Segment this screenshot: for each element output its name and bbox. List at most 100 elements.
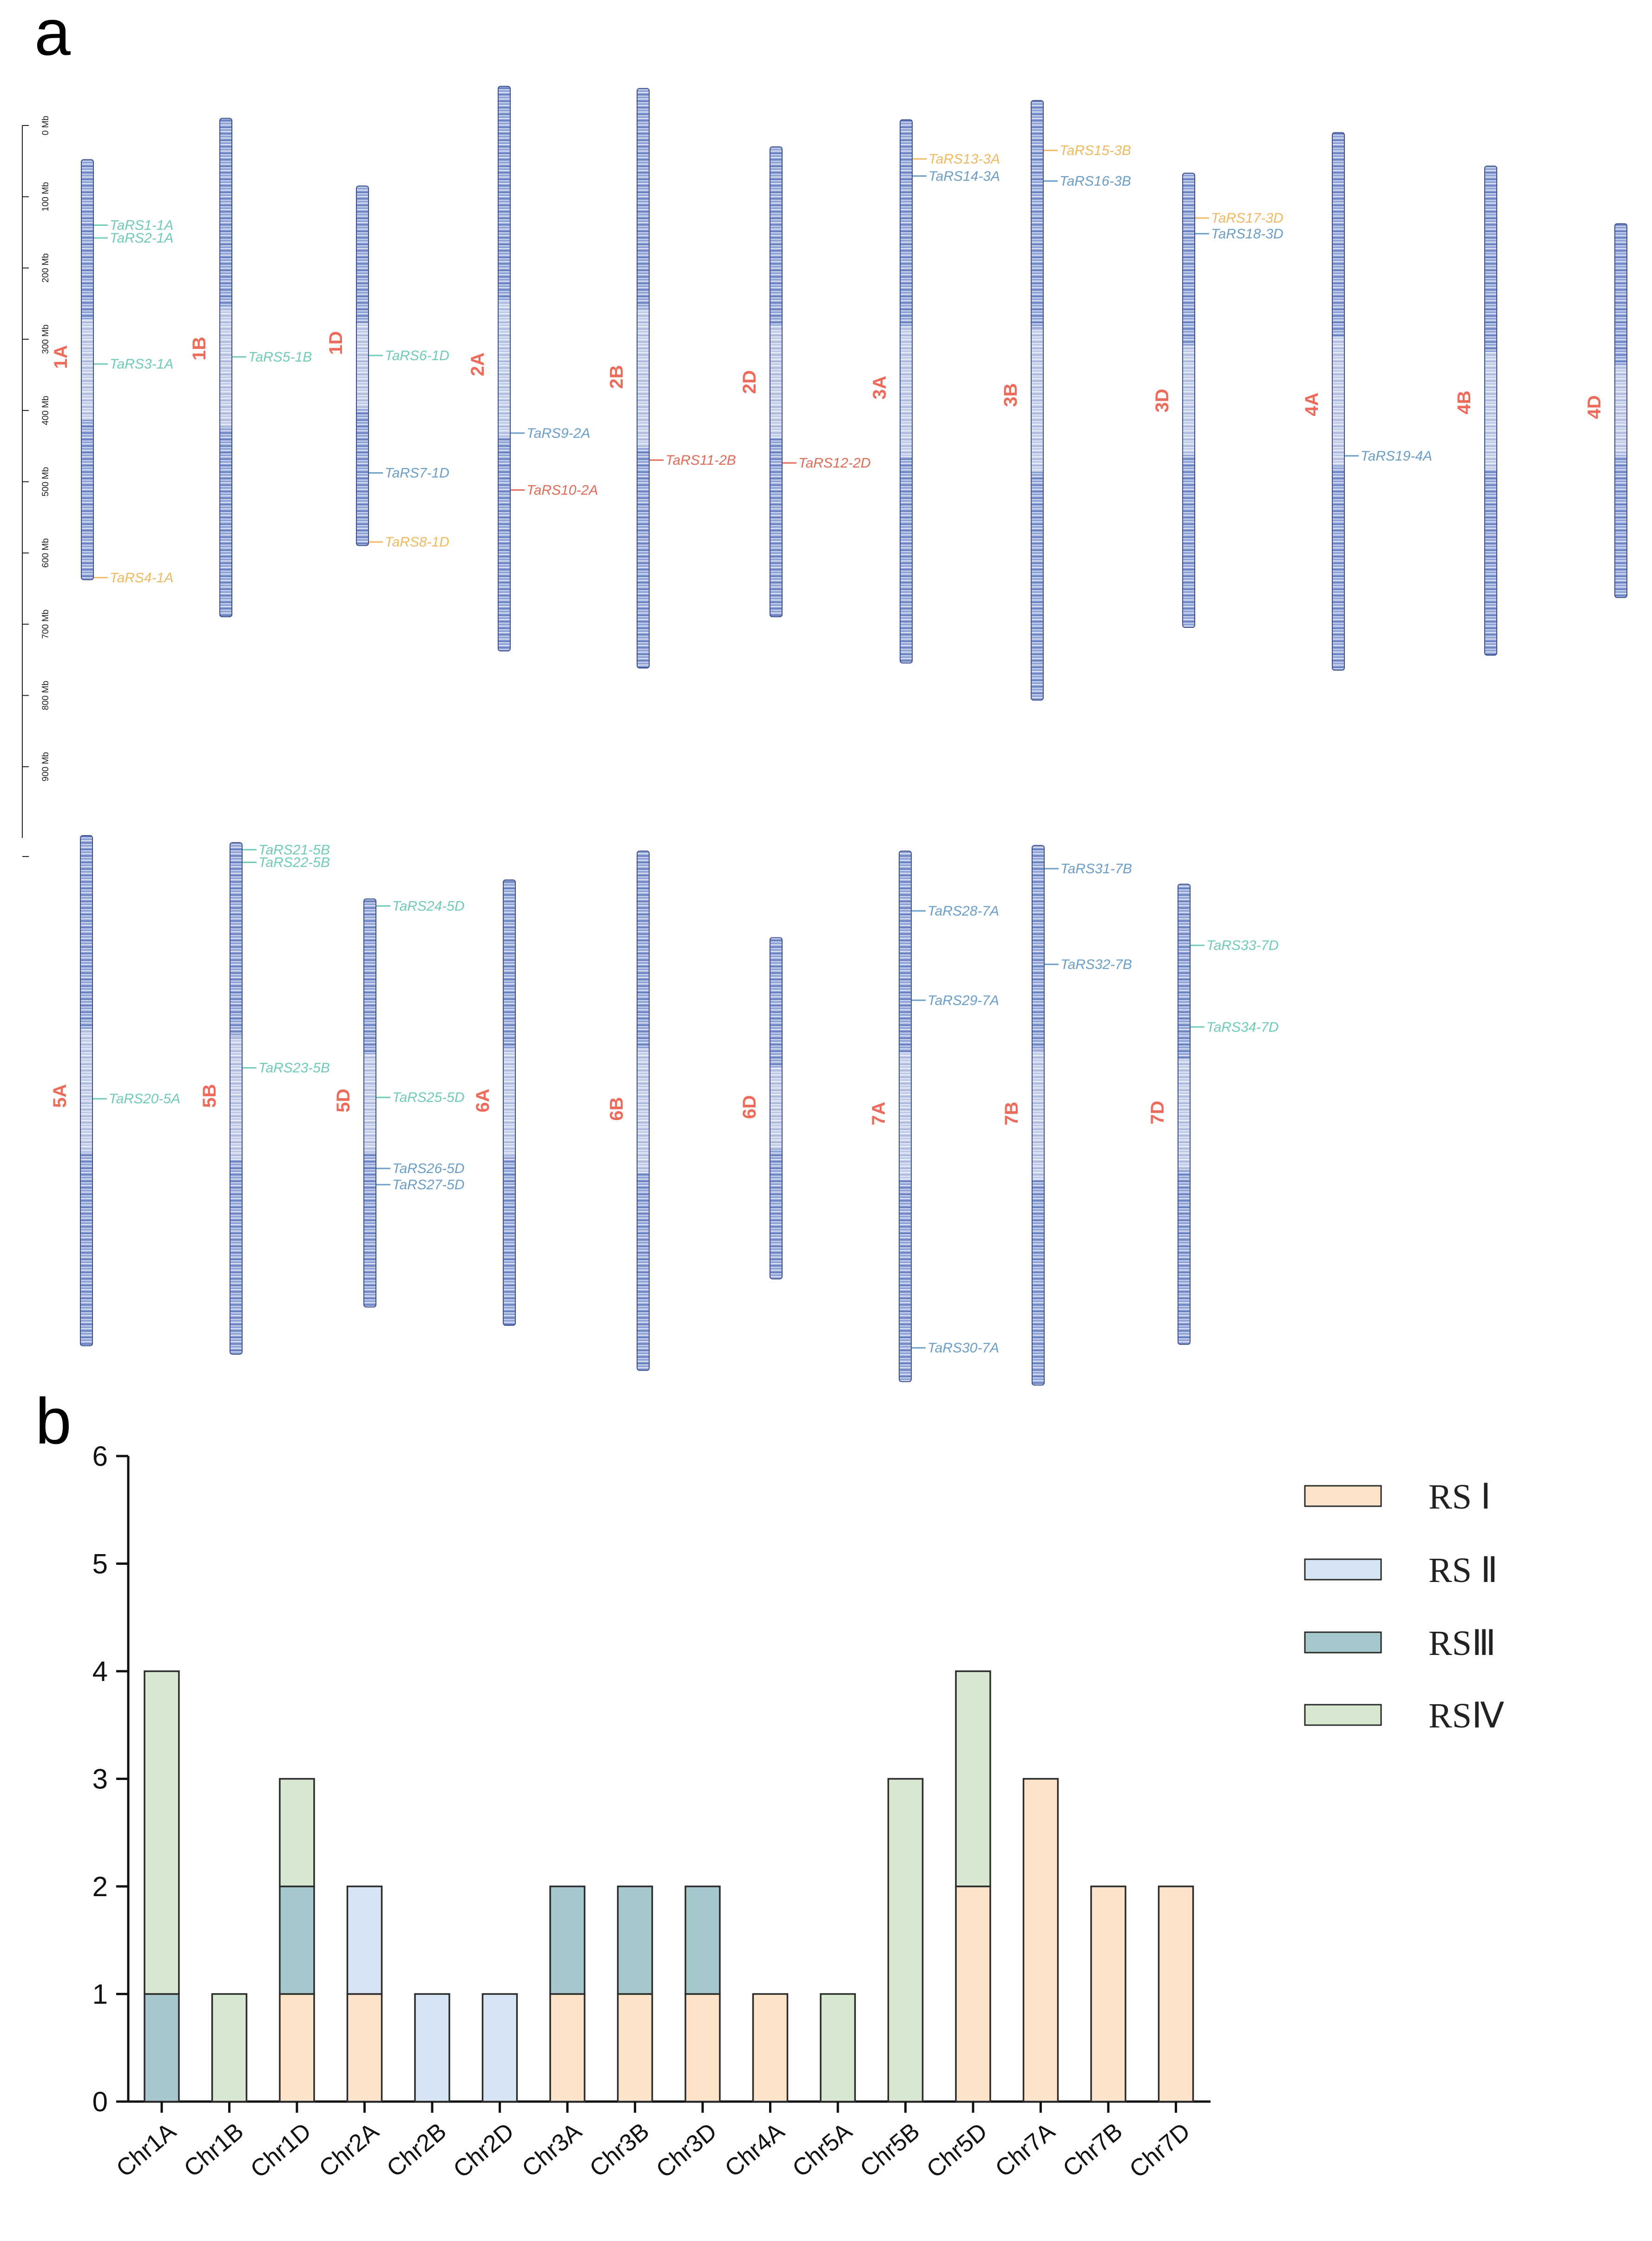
gene-label: TaRS16-3B — [1060, 173, 1131, 189]
scale-tick-label: 500 Mb — [41, 467, 51, 496]
chromosome-2D: 2D TaRS12-2D — [739, 146, 871, 618]
legend-label: RSⅢ — [1428, 1624, 1496, 1663]
chromosome-centre-region — [1183, 346, 1194, 455]
chromosome-name: 2D — [739, 370, 760, 394]
gene-label: TaRS24-5D — [392, 898, 465, 914]
chromosome-2A: 2A TaRS9-2A TaRS10-2A — [467, 86, 598, 652]
legend-label: RS Ⅰ — [1428, 1477, 1491, 1516]
chromosome-2B: 2B TaRS11-2B — [606, 88, 736, 669]
x-tick-label: Chr5A — [788, 2118, 857, 2182]
gene-label: TaRS14-3A — [928, 169, 1000, 184]
legend-swatch — [1304, 1631, 1382, 1654]
chromosome-name: 3B — [1000, 383, 1021, 407]
gene-label: TaRS6-1D — [385, 348, 449, 363]
chromosome-name: 2B — [606, 365, 627, 389]
chromosome-bar — [1332, 132, 1345, 671]
panel-b-label: b — [35, 1384, 72, 1457]
scale-tick-label: 800 Mb — [41, 681, 51, 710]
y-tick-label: 5 — [92, 1549, 108, 1580]
x-tick-label: Chr4A — [720, 2118, 790, 2182]
y-tick-label: 2 — [92, 1871, 108, 1902]
chromosome-name: 6A — [473, 1088, 493, 1112]
chromosome-name: 4B — [1454, 390, 1474, 414]
gene-label: TaRS19-4A — [1361, 448, 1432, 464]
chromosome-7D: 7D TaRS33-7D TaRS34-7D — [1147, 883, 1279, 1345]
legend: RS Ⅰ RS Ⅱ RSⅢ RSⅣ — [1304, 1477, 1504, 1735]
gene-label: TaRS18-3D — [1211, 226, 1283, 242]
chromosome-centre-region — [770, 1067, 782, 1149]
bar-segment — [1090, 1885, 1126, 2103]
chromosome-bar — [81, 159, 94, 580]
bar-segment — [481, 1993, 518, 2103]
chromosome-3B: 3B TaRS15-3B TaRS16-3B — [1000, 100, 1131, 701]
bar-segment — [1022, 1778, 1059, 2103]
chromosome-4A: 4A TaRS19-4A — [1302, 132, 1432, 671]
chromosome-3A: 3A TaRS13-3A TaRS14-3A — [869, 119, 1000, 664]
chromosome-name: 6D — [739, 1095, 760, 1119]
x-tick-label: Chr3A — [517, 2118, 587, 2182]
bar-segment — [414, 1993, 450, 2103]
chromosome-centre-region — [1485, 352, 1496, 469]
scale-tick-label: 0 Mb — [41, 116, 51, 135]
gene-label: TaRS25-5D — [392, 1090, 465, 1105]
bar-segment — [1158, 1885, 1194, 2103]
chromosome-5A: 5A TaRS20-5A — [50, 835, 180, 1346]
chromosome-centre-region — [220, 308, 231, 428]
bar-segment — [549, 1993, 586, 2103]
chromosome-centre-region — [638, 309, 649, 448]
chromosome-bar — [219, 118, 232, 618]
bar-segment — [955, 1670, 991, 1887]
chromosome-bar — [1031, 100, 1044, 701]
y-tick-label: 6 — [92, 1441, 108, 1472]
chromosome-bar — [899, 850, 912, 1382]
gene-label: TaRS10-2A — [527, 482, 598, 498]
chromosome-bar — [363, 898, 376, 1308]
gene-label: TaRS5-1B — [248, 349, 312, 365]
chromosome-name: 7B — [1001, 1101, 1022, 1125]
chromosome-name: 1A — [51, 345, 71, 369]
chromosome-bar — [356, 185, 369, 546]
y-tick-label: 4 — [92, 1656, 108, 1687]
gene-label: TaRS12-2D — [798, 455, 871, 471]
chromosome-6B: 6B — [606, 850, 650, 1371]
scale-tick-label: 700 Mb — [41, 609, 51, 639]
chromosome-4B: 4B — [1454, 165, 1497, 656]
scale-tick-label: 600 Mb — [41, 538, 51, 567]
legend-swatch — [1304, 1558, 1382, 1581]
scale-tick-label: 900 Mb — [41, 752, 51, 781]
gene-label: TaRS3-1A — [110, 356, 173, 372]
legend-swatch — [1304, 1485, 1382, 1507]
scale-tick-label: 100 Mb — [41, 182, 51, 211]
chromosome-4D: 4D — [1584, 223, 1627, 598]
chromosome-centre-region — [770, 325, 782, 438]
chromosome-1B: 1B TaRS5-1B — [189, 118, 312, 618]
x-tick-label: Chr2D — [448, 2118, 519, 2183]
x-tick-label: Chr5B — [855, 2118, 925, 2182]
gene-label: TaRS27-5D — [392, 1177, 465, 1193]
chromosome-centre-region — [499, 301, 510, 436]
bar-segment — [820, 1993, 856, 2103]
panel-b-bar-chart: 0123456Chr1AChr1BChr1DChr2AChr2BChr2DChr… — [92, 1441, 1211, 2183]
x-tick-label: Chr1B — [179, 2118, 249, 2182]
bar-segment — [684, 1993, 721, 2103]
chromosome-name: 1D — [326, 331, 346, 355]
gene-label: TaRS13-3A — [928, 152, 1000, 167]
chromosome-7B: 7B TaRS31-7B TaRS32-7B — [1001, 845, 1132, 1386]
chromosome-7A: 7A TaRS28-7A TaRS29-7A TaRS30-7A — [869, 850, 999, 1382]
chromosome-name: 7D — [1147, 1101, 1168, 1124]
chromosome-centre-region — [82, 319, 93, 420]
bar-segment — [887, 1778, 924, 2103]
gene-label: TaRS4-1A — [110, 570, 173, 586]
bar-segment — [617, 1885, 653, 1995]
chromosome-centre-region — [1032, 328, 1043, 473]
chromosome-bar — [230, 842, 243, 1355]
gene-label: TaRS26-5D — [392, 1161, 465, 1176]
x-tick-label: Chr1A — [112, 2118, 181, 2182]
chromosome-6D: 6D — [739, 937, 783, 1279]
bar-segment — [549, 1885, 586, 1995]
bar-segment — [617, 1993, 653, 2103]
bar-segment — [684, 1885, 721, 1995]
chromosome-name: 2A — [467, 352, 488, 376]
bar-segment — [279, 1885, 315, 1995]
